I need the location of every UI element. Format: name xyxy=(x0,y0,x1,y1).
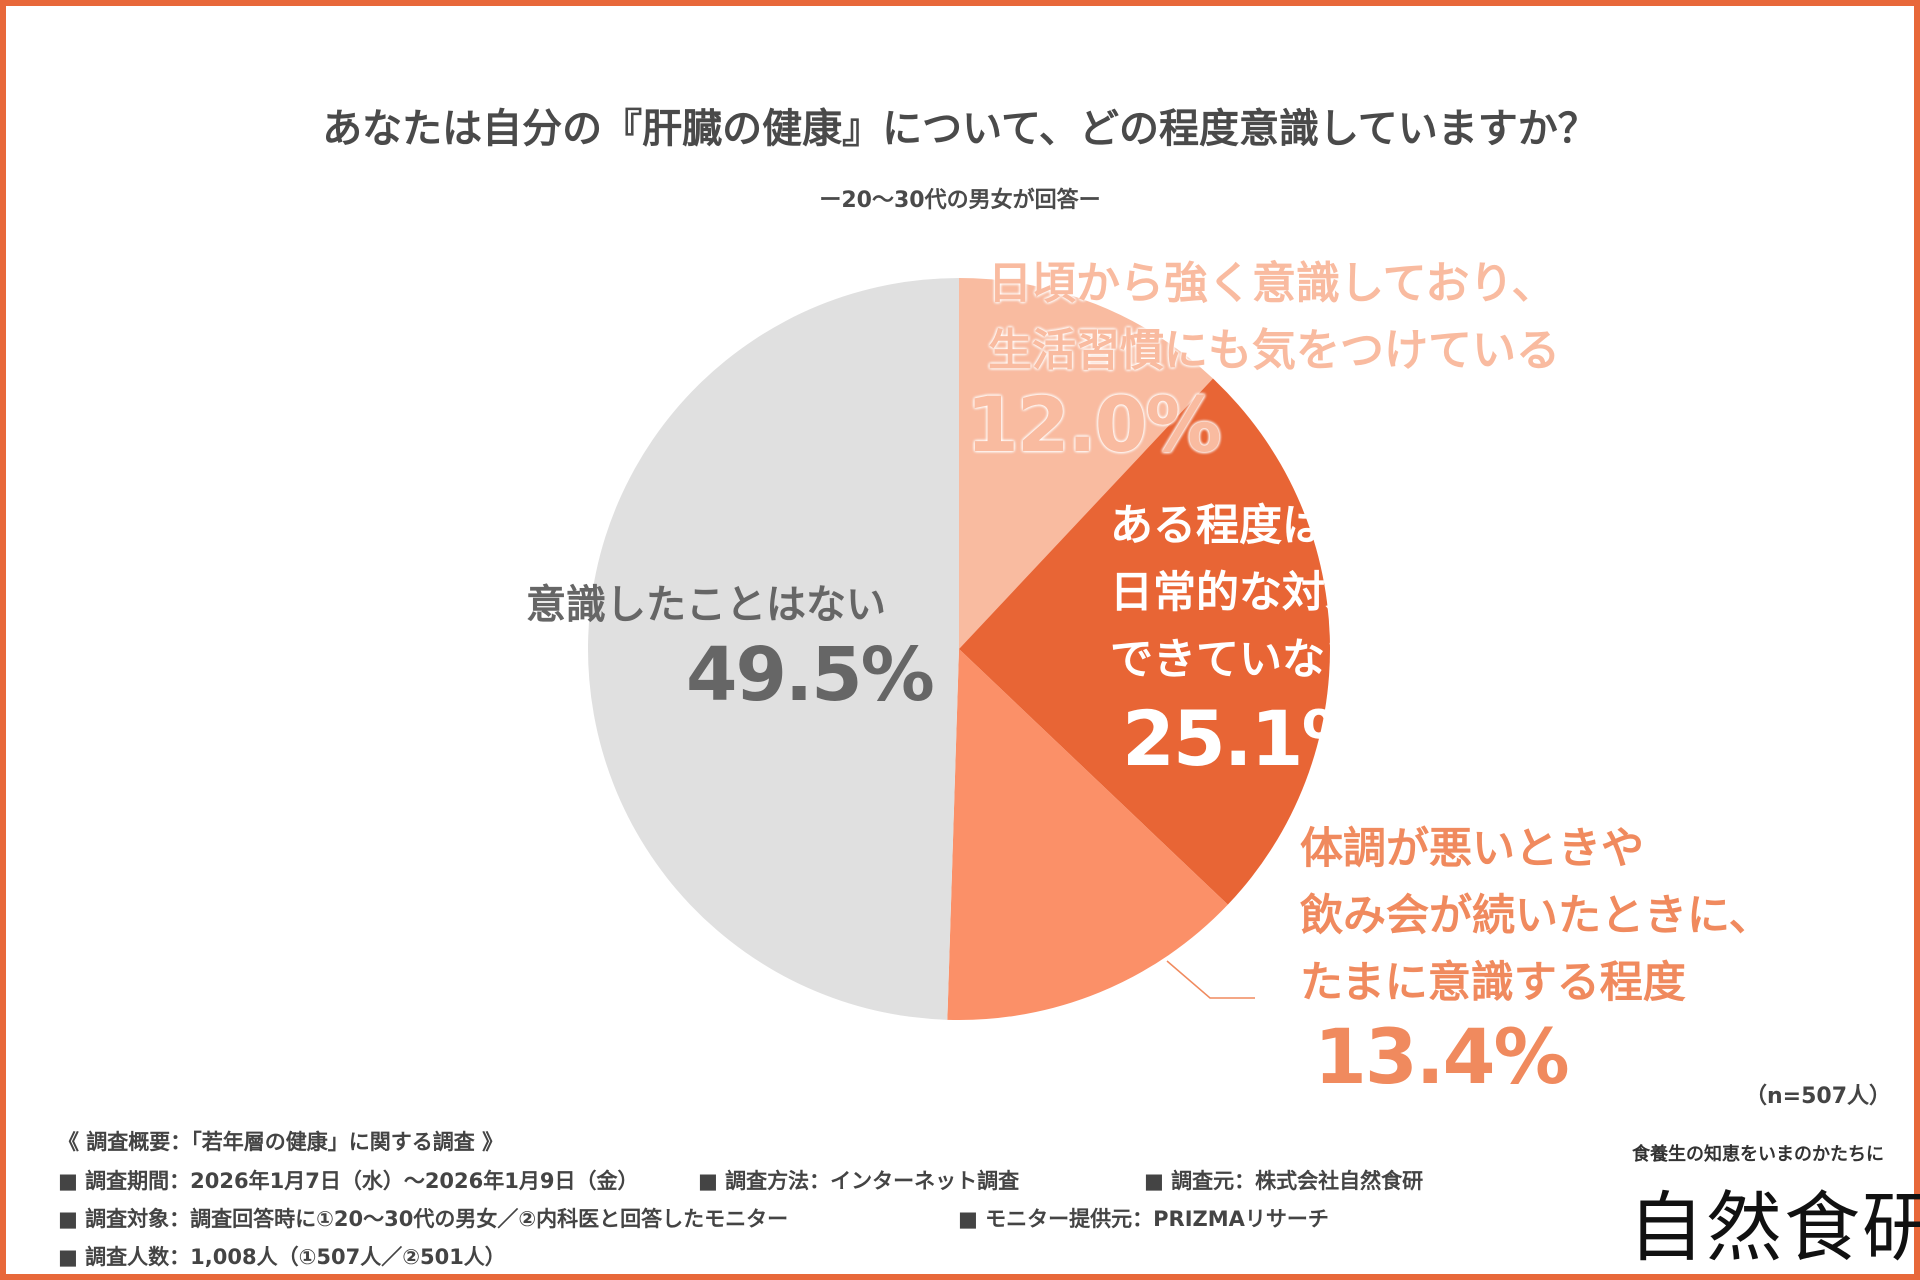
slice-label-1-line-2: 生活習慣にも気をつけている xyxy=(988,325,1560,376)
pie-slice-4 xyxy=(587,278,959,1020)
slice-value-1: 12.0% xyxy=(966,380,1222,469)
pie-slice-1 xyxy=(959,278,1213,649)
chart-title: あなたは自分の『肝臓の健康』について、どの程度意識していますか？ xyxy=(322,106,1598,152)
pie-slice-3 xyxy=(947,649,1228,1020)
slice-label-3-line-3: たまに意識する程度 xyxy=(1300,958,1686,1008)
slice-label-4: 意識したことはない xyxy=(526,582,886,628)
slice-label-2: ある程度は意識しているが、 日常的な対策までは できていない xyxy=(1110,493,1667,694)
survey-source: ■ 調査元：株式会社自然食研 xyxy=(1144,1169,1424,1193)
survey-heading: 《 調査概要：「若年層の健康」に関する調査 》 xyxy=(58,1130,504,1154)
sample-size-note: （n=507人） xyxy=(1745,1084,1892,1109)
slice-label-2-line-1: ある程度は意識しているが、 xyxy=(1110,501,1667,551)
survey-target: ■ 調査対象：調査回答時に①20〜30代の男女／②内科医と回答したモニター xyxy=(58,1207,789,1231)
slice-label-1-line-1: 日頃から強く意識しており、 xyxy=(988,258,1556,309)
slice-value-4: 49.5% xyxy=(686,632,935,718)
brand-logo: 自然食研 xyxy=(1628,1183,1920,1272)
pie-slice-2 xyxy=(959,378,1330,905)
slice-label-1: 日頃から強く意識しており、 生活習慣にも気をつけている xyxy=(988,250,1560,384)
slice-label-3-line-2: 飲み会が続いたときに、 xyxy=(1300,891,1772,941)
survey-line-2: ■ 調査対象：調査回答時に①20〜30代の男女／②内科医と回答したモニター ■ モ… xyxy=(58,1203,1329,1233)
slice-label-2-line-2: 日常的な対策までは xyxy=(1110,568,1497,618)
survey-line-1: ■ 調査期間：2026年1月7日（水）〜2026年1月9日（金） ■ 調査方法：イ… xyxy=(58,1165,1423,1195)
survey-provider: ■ モニター提供元：PRIZMAリサーチ xyxy=(958,1207,1329,1231)
slice-label-3: 体調が悪いときや 飲み会が続いたときに、 たまに意識する程度 xyxy=(1300,816,1772,1017)
leader-line-3 xyxy=(1166,960,1255,999)
slice-label-2-line-3: できていない xyxy=(1110,635,1368,685)
chart-subtitle: ー20〜30代の男女が回答ー xyxy=(819,188,1101,213)
brand-tagline: 食養生の知恵をいまのかたちに xyxy=(1632,1144,1884,1165)
slice-value-2: 25.1% xyxy=(1122,694,1378,783)
survey-count: ■ 調査人数：1,008人（①507人／②501人） xyxy=(58,1245,506,1269)
slice-value-3: 13.4% xyxy=(1314,1012,1570,1101)
slice-label-3-line-1: 体調が悪いときや xyxy=(1300,824,1644,874)
survey-period: ■ 調査期間：2026年1月7日（水）〜2026年1月9日（金） xyxy=(58,1169,639,1193)
survey-method: ■ 調査方法：インターネット調査 xyxy=(698,1169,1020,1193)
